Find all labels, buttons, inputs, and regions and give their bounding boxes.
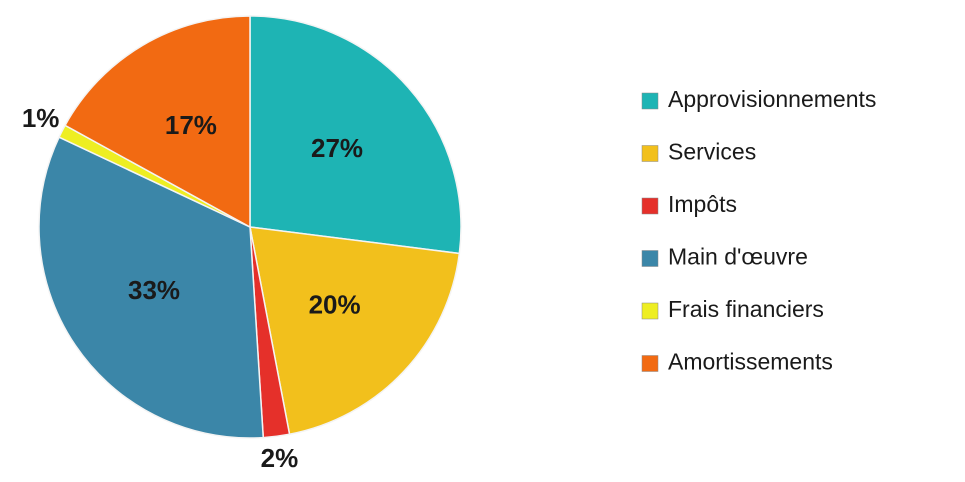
- legend-swatch: [641, 197, 659, 215]
- legend-swatch: [641, 145, 659, 162]
- pie-slice: [249, 15, 462, 255]
- slice-label: 20%: [309, 289, 361, 319]
- legend-swatch: [641, 302, 659, 320]
- slice-label: 33%: [128, 275, 180, 305]
- legend-swatch: [641, 92, 659, 110]
- slice-label: 1%: [22, 103, 60, 133]
- pie-slice: [249, 226, 461, 436]
- legend-label: Frais financiers: [668, 296, 824, 322]
- legend-label: Services: [668, 139, 756, 165]
- legend-label: Main d'œuvre: [668, 244, 808, 270]
- legend-swatch: [641, 355, 659, 372]
- legend-label: Approvisionnements: [668, 86, 876, 112]
- pie-slice: [38, 136, 265, 439]
- slice-label: 27%: [311, 133, 363, 163]
- slice-label: 17%: [165, 110, 217, 140]
- pie-slice: [64, 15, 251, 229]
- legend-label: Impôts: [668, 191, 737, 217]
- legend-swatch: [641, 250, 659, 267]
- legend-label: Amortissements: [668, 349, 833, 375]
- slice-label: 2%: [261, 443, 299, 473]
